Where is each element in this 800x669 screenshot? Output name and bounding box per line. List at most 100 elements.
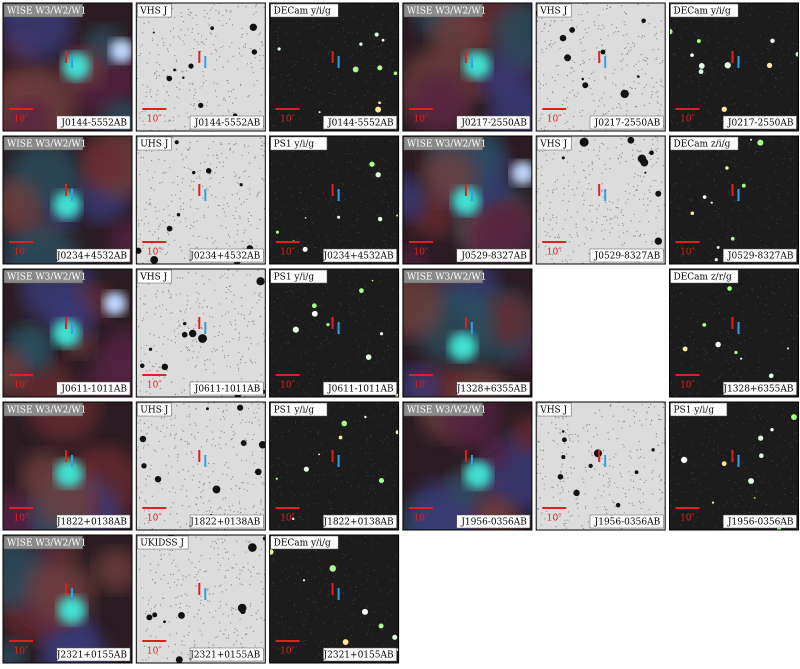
noise bbox=[319, 304, 321, 307]
noise bbox=[303, 167, 305, 169]
noise bbox=[689, 335, 691, 338]
noise bbox=[776, 156, 779, 158]
noise bbox=[237, 634, 239, 636]
noise bbox=[613, 502, 615, 504]
noise bbox=[271, 306, 273, 309]
noise bbox=[190, 434, 193, 436]
noise bbox=[225, 215, 227, 217]
noise bbox=[208, 646, 210, 648]
band-label-box bbox=[270, 269, 328, 284]
noise bbox=[727, 50, 729, 52]
noise bbox=[708, 436, 711, 438]
noise bbox=[389, 314, 391, 316]
noise bbox=[370, 5, 373, 7]
noise bbox=[250, 224, 252, 226]
noise bbox=[577, 507, 579, 509]
noise bbox=[689, 451, 692, 454]
noise bbox=[759, 285, 761, 288]
noise bbox=[623, 84, 625, 86]
noise bbox=[142, 659, 144, 661]
noise bbox=[179, 246, 181, 248]
noise bbox=[279, 73, 282, 76]
noise bbox=[646, 411, 648, 413]
noise bbox=[217, 553, 219, 556]
noise bbox=[191, 479, 193, 481]
noise bbox=[389, 427, 391, 430]
noise bbox=[567, 429, 569, 431]
noise bbox=[355, 283, 357, 285]
noise bbox=[731, 488, 733, 491]
noise bbox=[247, 96, 249, 98]
noise bbox=[256, 80, 258, 82]
noise bbox=[736, 505, 738, 508]
noise bbox=[221, 591, 223, 593]
noise bbox=[651, 91, 653, 93]
noise bbox=[395, 330, 397, 333]
star bbox=[510, 161, 532, 186]
noise bbox=[181, 391, 183, 393]
noise bbox=[349, 308, 351, 310]
noise bbox=[212, 141, 215, 143]
noise bbox=[680, 524, 682, 526]
noise bbox=[649, 403, 652, 405]
scale-label: 10″ bbox=[680, 115, 695, 125]
noise bbox=[161, 355, 163, 357]
noise bbox=[302, 208, 304, 210]
noise bbox=[192, 225, 194, 228]
noise bbox=[605, 512, 608, 514]
noise bbox=[251, 362, 254, 364]
noise bbox=[605, 112, 607, 114]
noise bbox=[334, 333, 336, 335]
noise bbox=[226, 79, 228, 82]
noise bbox=[344, 3, 347, 5]
noise bbox=[154, 313, 156, 316]
noise bbox=[229, 245, 231, 247]
noise bbox=[257, 192, 259, 194]
noise bbox=[307, 80, 310, 82]
noise bbox=[792, 486, 794, 488]
noise bbox=[304, 391, 306, 393]
noise bbox=[718, 517, 721, 519]
noise bbox=[675, 249, 677, 252]
noise bbox=[256, 573, 258, 575]
band-label: WISE W3/W2/W1 bbox=[407, 273, 486, 283]
noise bbox=[273, 301, 276, 303]
noise bbox=[156, 290, 159, 292]
noise bbox=[609, 405, 612, 408]
scale-label: 10″ bbox=[280, 514, 295, 524]
noise bbox=[313, 19, 315, 22]
noise bbox=[681, 349, 683, 351]
noise bbox=[137, 219, 140, 221]
noise bbox=[262, 155, 264, 157]
noise bbox=[303, 87, 305, 89]
noise bbox=[385, 234, 387, 236]
noise bbox=[203, 570, 206, 573]
noise bbox=[290, 60, 292, 62]
noise bbox=[651, 240, 653, 243]
noise bbox=[707, 109, 709, 112]
noise bbox=[562, 417, 564, 420]
noise bbox=[198, 293, 200, 295]
noise bbox=[356, 102, 358, 104]
noise bbox=[227, 82, 229, 84]
noise bbox=[770, 108, 772, 110]
noise bbox=[234, 329, 237, 331]
noise bbox=[183, 644, 185, 646]
star bbox=[698, 69, 704, 75]
noise bbox=[716, 207, 718, 209]
noise bbox=[716, 118, 718, 120]
noise bbox=[332, 200, 334, 203]
noise bbox=[196, 177, 198, 179]
noise bbox=[390, 51, 393, 53]
source bbox=[452, 187, 481, 216]
noise bbox=[628, 489, 630, 491]
noise bbox=[253, 412, 255, 414]
noise bbox=[302, 467, 304, 470]
noise bbox=[245, 540, 247, 542]
noise bbox=[229, 148, 231, 150]
noise bbox=[603, 27, 605, 29]
noise bbox=[733, 86, 735, 88]
noise bbox=[384, 508, 387, 510]
noise bbox=[148, 510, 150, 512]
